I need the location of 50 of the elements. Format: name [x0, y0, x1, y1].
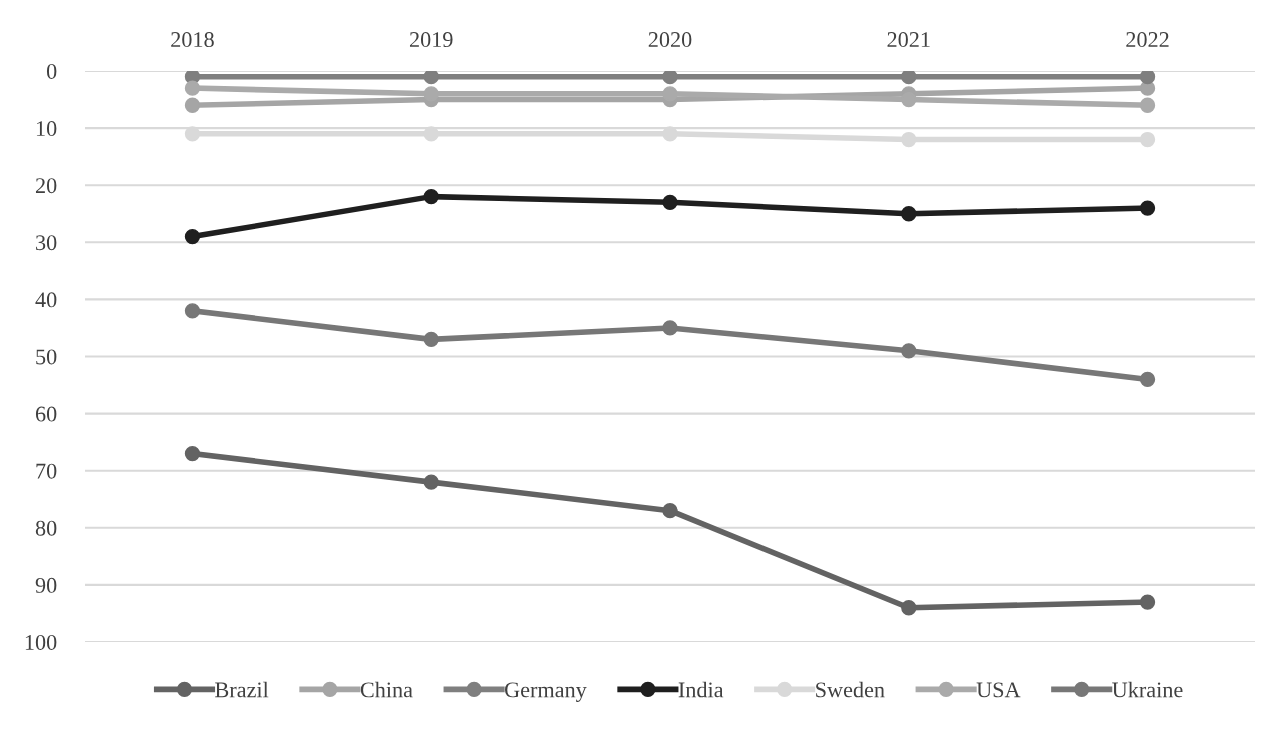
y-tick-label: 40	[35, 292, 57, 308]
point	[1139, 200, 1156, 216]
point	[901, 206, 917, 222]
point	[1139, 131, 1156, 148]
point	[662, 320, 678, 336]
legend-label: Ukraine	[1112, 681, 1183, 698]
point	[662, 126, 678, 142]
y-tick-label: 60	[35, 406, 57, 422]
x-tick-label: 2020	[648, 32, 692, 48]
y-tick-label: 70	[36, 463, 57, 479]
point	[901, 600, 917, 616]
legend-label: Brazil	[215, 681, 269, 698]
point	[184, 303, 201, 319]
point	[662, 503, 678, 519]
legend-label: India	[678, 681, 724, 698]
point	[184, 126, 201, 142]
y-tick-label: 90	[35, 577, 57, 593]
point	[423, 71, 439, 85]
x-tick-label: 2019	[409, 32, 453, 48]
point	[423, 126, 439, 142]
point	[901, 71, 917, 85]
x-tick-label: 2018	[171, 32, 214, 48]
point	[184, 80, 201, 96]
point	[662, 71, 678, 85]
point	[423, 331, 439, 348]
y-tick-label: 10	[36, 121, 57, 137]
x-tick-label: 2022	[1126, 32, 1169, 48]
point	[1139, 594, 1156, 610]
point	[901, 343, 917, 359]
point	[423, 474, 439, 490]
point	[184, 228, 201, 245]
point	[423, 188, 439, 205]
point	[1139, 71, 1156, 85]
legend-label: Germany	[505, 682, 587, 702]
legend-label: China	[360, 681, 413, 698]
y-tick-label: 50	[36, 349, 57, 365]
legend-label: Sweden	[816, 681, 885, 698]
y-tick-label: 100	[25, 634, 57, 650]
point	[1139, 97, 1156, 113]
y-tick-label: 30	[36, 235, 57, 251]
point	[184, 445, 201, 462]
point	[184, 97, 201, 113]
x-tick-label: 2021	[887, 32, 930, 48]
point	[662, 194, 678, 210]
point	[901, 131, 917, 148]
legend-label: USA	[976, 682, 1021, 698]
y-tick-label: 80	[35, 520, 57, 536]
y-tick-label: 0	[46, 63, 57, 79]
point	[1139, 371, 1156, 387]
y-tick-label: 20	[35, 178, 57, 194]
